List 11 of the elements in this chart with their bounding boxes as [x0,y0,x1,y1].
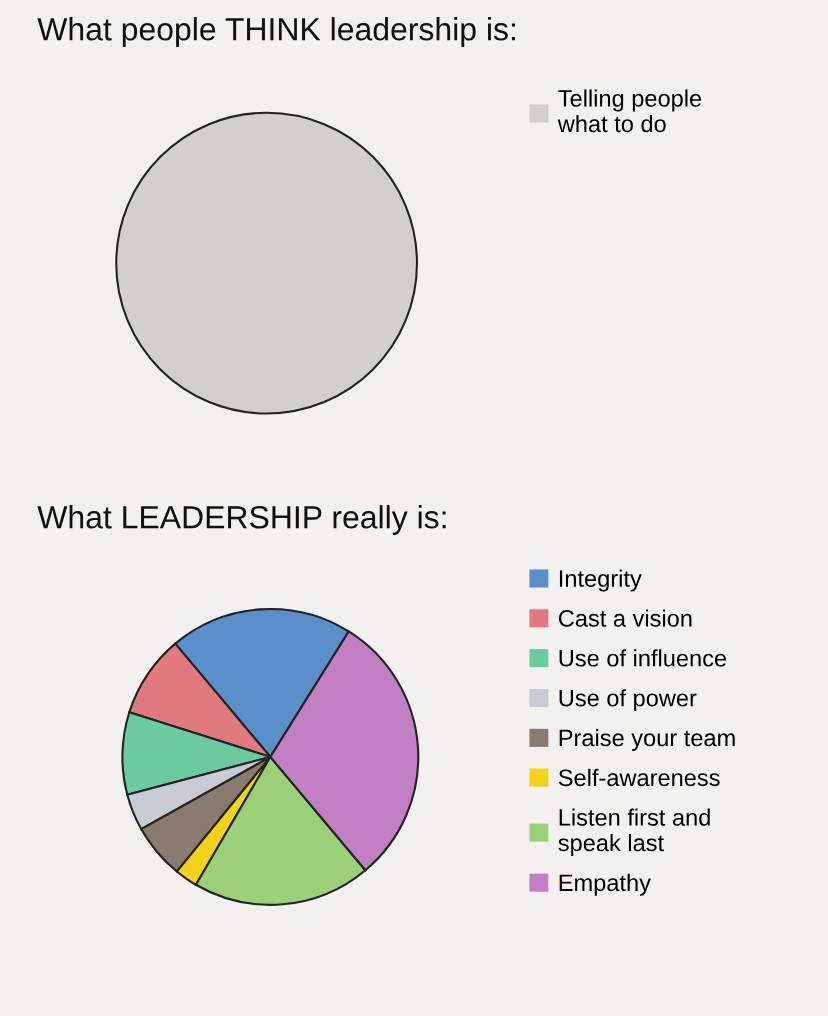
legend-label: Self-awareness [558,768,720,787]
legend-label: Listen first and speak last [558,808,710,856]
legend-label: Integrity [559,569,642,592]
legend-label: Use of power [559,689,697,712]
legend-label: Empathy [559,873,651,896]
legend-label: Praise your team [559,728,735,751]
chart-title: What LEADERSHIP really is: [37,505,446,535]
legend-label: Use of influence [559,649,727,667]
legend-label: Cast a vision [558,609,692,627]
chart-title: What people THINK leadership is: [37,17,515,47]
legend-label: Telling people what to do [557,89,702,133]
